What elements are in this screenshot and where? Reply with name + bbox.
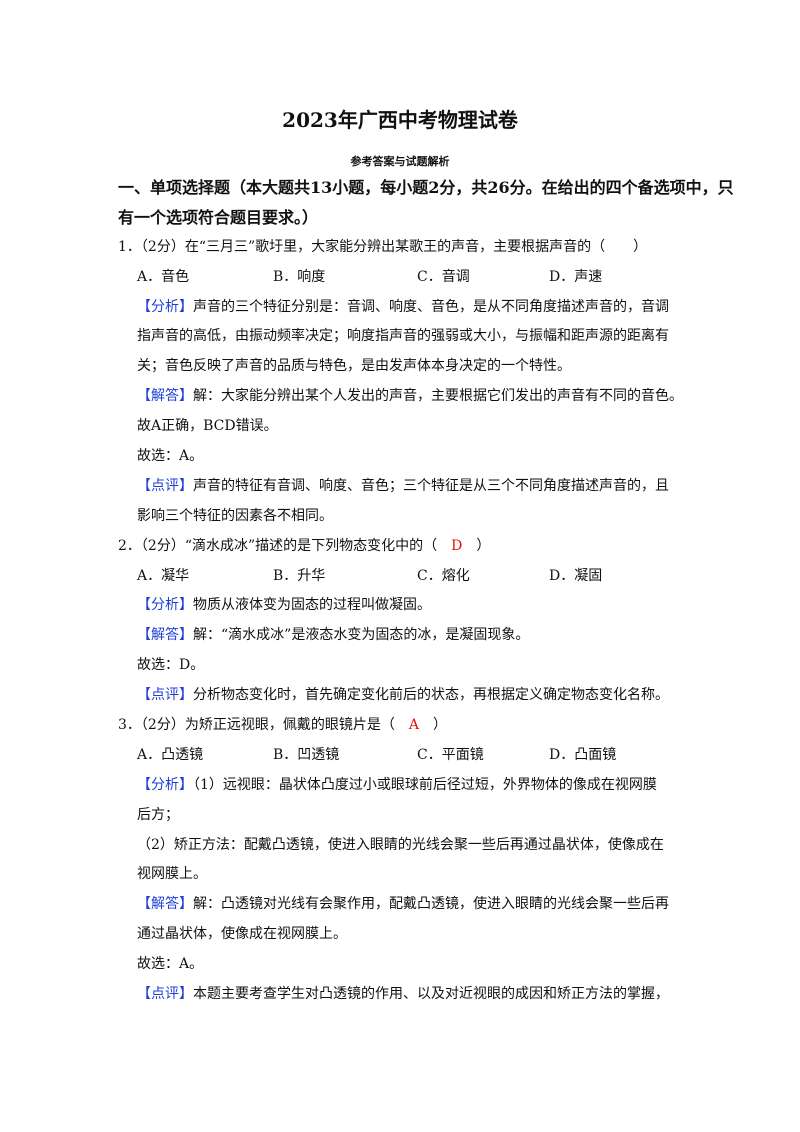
explanation-text: 本题主要考查学生对凸透镜的作用、以及对近视眼的成因和矫正方法的掌握， [193,986,669,1003]
block-label: 【点评】 [137,687,193,704]
explanation-line: 【点评】声音的特征有音调、响度、音色；三个特征是从三个不同角度描述声音的，且 [0,472,800,502]
explanation-text: 故选：A。 [137,448,204,465]
question-text: 为矫正远视眼，佩戴的眼镜片是（ [184,717,409,734]
option: B．凹透镜 [273,746,340,763]
explanation-text: 解：“滴水成冰”是液态水变为固态的冰，是凝固现象。 [193,627,530,644]
explanation-line: 后方； [0,801,800,831]
explanation-line: 【解答】解：凸透镜对光线有会聚作用，配戴凸透镜，使进入眼睛的光线会聚一些后再 [0,890,800,920]
option: C．音调 [417,268,470,285]
explanation-line: 故A正确，BCD错误。 [0,412,800,442]
explanation-text: 通过晶状体，使像成在视网膜上。 [137,926,347,943]
question-score: （2分） [140,537,185,554]
question-text-end: ） [462,537,491,554]
explanation-line: 【解答】解：大家能分辨出某个人发出的声音，主要根据它们发出的声音有不同的音色。 [0,382,800,412]
explanation-line: 故选：A。 [0,442,800,472]
explanation-text: （1）远视眼：晶状体凸度过小或眼球前后径过短，外界物体的像成在视网膜 [193,776,657,793]
explanation-text: 指声音的高低，由振动频率决定；响度指声音的强弱或大小，与振幅和距声源的距离有 [137,328,669,345]
explanation-text: 解：大家能分辨出某个人发出的声音，主要根据它们发出的声音有不同的音色。 [193,388,683,405]
explanation-text: 物质从液体变为固态的过程叫做凝固。 [193,597,431,614]
explanation-line: 影响三个特征的因素各不相同。 [0,502,800,532]
explanation-line: 【分析】物质从液体变为固态的过程叫做凝固。 [0,591,800,621]
options: A．凸透镜 B．凹透镜 C．平面镜 D．凸面镜 [0,741,800,771]
options: A．音色 B．响度 C．音调 D．声速 [0,263,800,293]
explanation-text: 关；音色反映了声音的品质与特色，是由发声体本身决定的一个特性。 [137,358,571,375]
explanation-line: 故选：D。 [0,651,800,681]
question-number: 2． [118,537,141,554]
question-stem: 2．（2分）“滴水成冰”描述的是下列物态变化中的（ D ） [0,532,800,562]
option: C．平面镜 [417,746,484,763]
explanation-text: 后方； [137,806,179,823]
option: B．响度 [273,268,326,285]
question-number: 3． [118,717,141,734]
options: A．凝华 B．升华 C．熔化 D．凝固 [0,562,800,592]
block-label: 【分析】 [137,298,193,315]
option: C．熔化 [417,567,470,584]
section-heading: 一、单项选择题（本大题共13小题，每小题2分，共26分。在给出的四个备选项中，只 [118,178,734,197]
explanation-text: 影响三个特征的因素各不相同。 [137,507,333,524]
block-label: 【分析】 [137,597,193,614]
explanation-line: 故选：A。 [0,950,800,980]
block-label: 【解答】 [137,388,193,405]
explanation-text: 声音的特征有音调、响度、音色；三个特征是从三个不同角度描述声音的，且 [193,477,669,494]
explanation-line: 【分析】（1）远视眼：晶状体凸度过小或眼球前后径过短，外界物体的像成在视网膜 [0,771,800,801]
explanation-line: 关；音色反映了声音的品质与特色，是由发声体本身决定的一个特性。 [0,352,800,382]
block-label: 【分析】 [137,776,193,793]
answer-mark: A [408,717,419,734]
option: A．凸透镜 [137,746,204,763]
block-label: 【解答】 [137,896,193,913]
option: D．凝固 [549,567,603,584]
explanation-text: 故选：A。 [137,956,204,973]
explanation-text: 故A正确，BCD错误。 [137,418,278,435]
explanation-line: （2）矫正方法：配戴凸透镜，使进入眼睛的光线会聚一些后再通过晶状体，使像成在 [0,831,800,861]
content: 一、单项选择题（本大题共13小题，每小题2分，共26分。在给出的四个备选项中，只… [0,173,800,1010]
block-label: 【解答】 [137,627,193,644]
explanation-line: 【点评】本题主要考查学生对凸透镜的作用、以及对近视眼的成因和矫正方法的掌握， [0,980,800,1010]
explanation-line: 指声音的高低，由振动频率决定；响度指声音的强弱或大小，与振幅和距声源的距离有 [0,322,800,352]
answer-mark: D [451,537,463,554]
question-text-end: ） [418,717,447,734]
explanation-text: 分析物态变化时，首先确定变化前后的状态，再根据定义确定物态变化名称。 [193,687,669,704]
option: A．音色 [137,268,190,285]
option: A．凝华 [137,567,190,584]
explanation-line: 视网膜上。 [0,860,800,890]
option: D．凸面镜 [549,746,617,763]
question-text: 在“三月三”歌圩里，大家能分辨出某歌王的声音，主要根据声音的（ ） [184,238,648,255]
explanation-text: 视网膜上。 [137,866,207,883]
question-score: （2分） [140,238,185,255]
block-label: 【点评】 [137,986,193,1003]
question-stem: 1．（2分）在“三月三”歌圩里，大家能分辨出某歌王的声音，主要根据声音的（ ） [0,233,800,263]
question-text: “滴水成冰”描述的是下列物态变化中的（ [184,537,452,554]
option: B．升华 [273,567,326,584]
explanation-text: 故选：D。 [137,657,205,674]
question-stem: 3．（2分）为矫正远视眼，佩戴的眼镜片是（ A ） [0,711,800,741]
explanation-text: 解：凸透镜对光线有会聚作用，配戴凸透镜，使进入眼睛的光线会聚一些后再 [193,896,669,913]
explanation-line: 通过晶状体，使像成在视网膜上。 [0,920,800,950]
explanation-text: 声音的三个特征分别是：音调、响度、音色，是从不同角度描述声音的，音调 [193,298,669,315]
explanation-line: 【分析】声音的三个特征分别是：音调、响度、音色，是从不同角度描述声音的，音调 [0,293,800,323]
doc-subtitle: 参考答案与试题解析 [350,155,450,168]
block-label: 【点评】 [137,477,193,494]
question-number: 1． [118,238,141,255]
section-heading: 有一个选项符合题目要求。） [118,207,319,227]
option: D．声速 [549,268,603,285]
explanation-line: 【点评】分析物态变化时，首先确定变化前后的状态，再根据定义确定物态变化名称。 [0,681,800,711]
doc-title: 2023年广西中考物理试卷 [282,108,518,132]
question-score: （2分） [140,717,185,734]
explanation-text: （2）矫正方法：配戴凸透镜，使进入眼睛的光线会聚一些后再通过晶状体，使像成在 [137,836,664,853]
explanation-line: 【解答】解：“滴水成冰”是液态水变为固态的冰，是凝固现象。 [0,621,800,651]
